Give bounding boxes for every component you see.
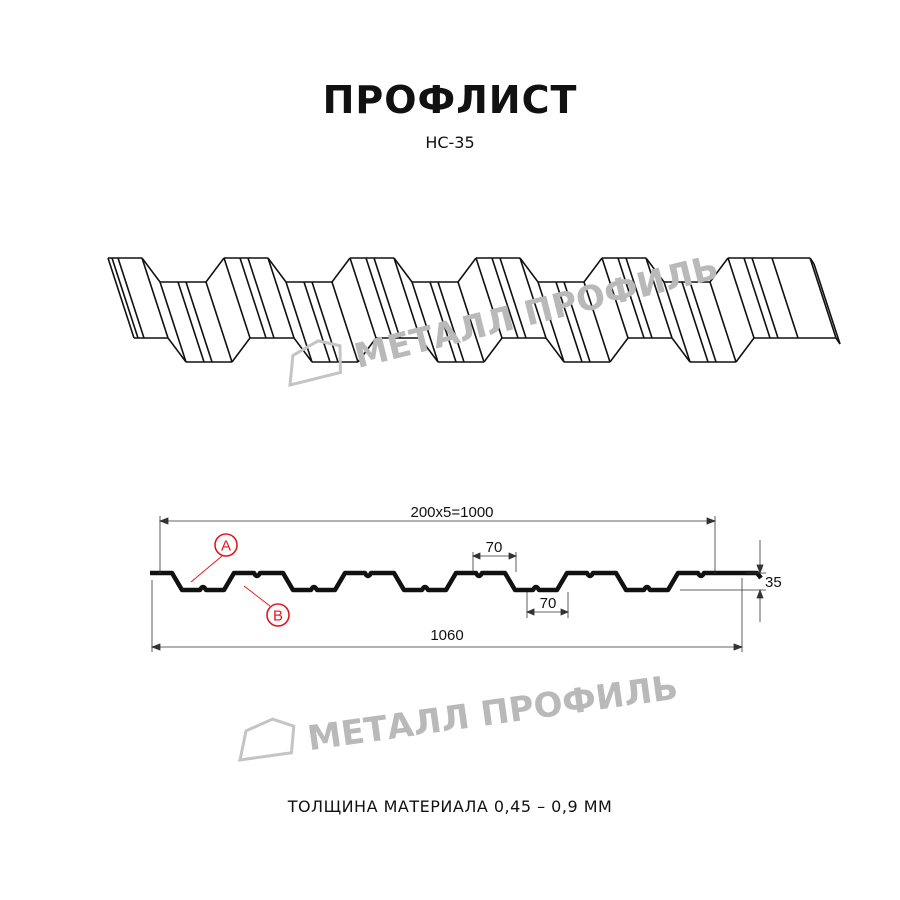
sheet-edge xyxy=(141,257,161,283)
sheet-edge xyxy=(185,281,213,363)
sheet-edge xyxy=(247,257,275,339)
sheet-edge xyxy=(331,281,359,363)
sheet-edge xyxy=(645,257,673,339)
sheet-edge xyxy=(331,257,351,283)
sheet-edge xyxy=(671,337,691,363)
profile-section xyxy=(150,570,763,593)
page-title: ПРОФЛИСТ xyxy=(322,78,578,122)
sheet-edge xyxy=(303,281,331,363)
sheet-edge xyxy=(457,281,485,363)
sheet-edge xyxy=(583,281,611,363)
watermark-text: МЕТАЛЛ ПРОФИЛЬ xyxy=(350,248,722,377)
marker-b-label: B xyxy=(273,608,283,625)
sheet-edge xyxy=(491,257,519,339)
dimension-height: 35 xyxy=(765,574,782,591)
sheet-edge xyxy=(267,257,295,339)
sheet-edge xyxy=(365,257,393,339)
sheet-edge xyxy=(111,257,139,339)
sheet-edge xyxy=(617,257,645,339)
sheet-edge xyxy=(267,257,287,283)
sheet-edge xyxy=(681,281,709,363)
sheet-edge xyxy=(141,257,169,339)
watermark-logo-icon xyxy=(288,339,342,387)
sheet-edge xyxy=(545,337,565,363)
sheet-edge xyxy=(537,281,565,363)
marker-b: B xyxy=(243,585,290,627)
sheet-edge xyxy=(689,281,717,363)
sheet-edge xyxy=(393,257,421,339)
sheet-edge xyxy=(625,257,653,339)
sheet-edge xyxy=(239,257,267,339)
sheet-edge xyxy=(373,257,401,339)
sheet-edge xyxy=(437,281,465,363)
sheet-3d-view xyxy=(107,257,841,363)
dimension-trough-width: 70 xyxy=(540,595,557,612)
sheet-edge xyxy=(429,281,457,363)
sheet-edge xyxy=(177,281,205,363)
sheet-edge xyxy=(555,281,583,363)
sheet-edge xyxy=(709,281,737,363)
sheet-edge xyxy=(311,281,339,363)
dimension-crest-width: 70 xyxy=(486,539,503,556)
sheet-edge xyxy=(735,337,755,363)
sheet-edge xyxy=(167,337,187,363)
sheet-edge xyxy=(601,257,629,339)
watermark-lower: МЕТАЛЛ ПРОФИЛЬ xyxy=(238,668,680,762)
watermark-text: МЕТАЛЛ ПРОФИЛЬ xyxy=(305,668,680,760)
sheet-edge xyxy=(727,257,755,339)
sheet-edge xyxy=(349,257,377,339)
dimension-total-width: 1060 xyxy=(430,627,463,644)
sheet-edge xyxy=(709,257,729,283)
sheet-edge xyxy=(231,337,251,363)
sheet-edge xyxy=(743,257,771,339)
sheet-edge xyxy=(519,257,547,339)
watermark-logo-icon xyxy=(238,717,296,762)
sheet-edge xyxy=(483,337,503,363)
sheet-edge xyxy=(285,281,313,363)
sheet-edge xyxy=(357,337,377,363)
sheet-edge xyxy=(205,281,233,363)
profile-model: НС-35 xyxy=(425,133,475,152)
sheet-edge xyxy=(663,281,691,363)
sheet-edge xyxy=(475,257,503,339)
dimension-lines xyxy=(150,516,766,652)
sheet-edge xyxy=(645,257,665,283)
sheet-edge xyxy=(609,337,629,363)
sheet-edge xyxy=(583,257,603,283)
sheet-edge xyxy=(813,263,841,345)
sheet-edge xyxy=(223,257,251,339)
sheet-edge xyxy=(159,281,187,363)
sheet-edge xyxy=(519,257,539,283)
sheet-edge xyxy=(457,257,477,283)
sheet-edge xyxy=(771,257,799,339)
sheet-edge xyxy=(107,257,135,339)
marker-a-label: A xyxy=(221,538,231,555)
sheet-edge xyxy=(563,281,591,363)
material-thickness-note: ТОЛЩИНА МАТЕРИАЛА 0,45 – 0,9 ММ xyxy=(287,797,613,816)
dimension-working-width: 200x5=1000 xyxy=(411,504,494,521)
sheet-edge xyxy=(419,337,439,363)
sheet-edge xyxy=(499,257,527,339)
marker-a: A xyxy=(190,533,238,583)
sheet-edge xyxy=(205,257,225,283)
sheet-edge xyxy=(809,257,837,339)
sheet-edge xyxy=(393,257,413,283)
sheet-edge xyxy=(117,257,145,339)
sheet-edge xyxy=(411,281,439,363)
sheet-edge xyxy=(751,257,779,339)
